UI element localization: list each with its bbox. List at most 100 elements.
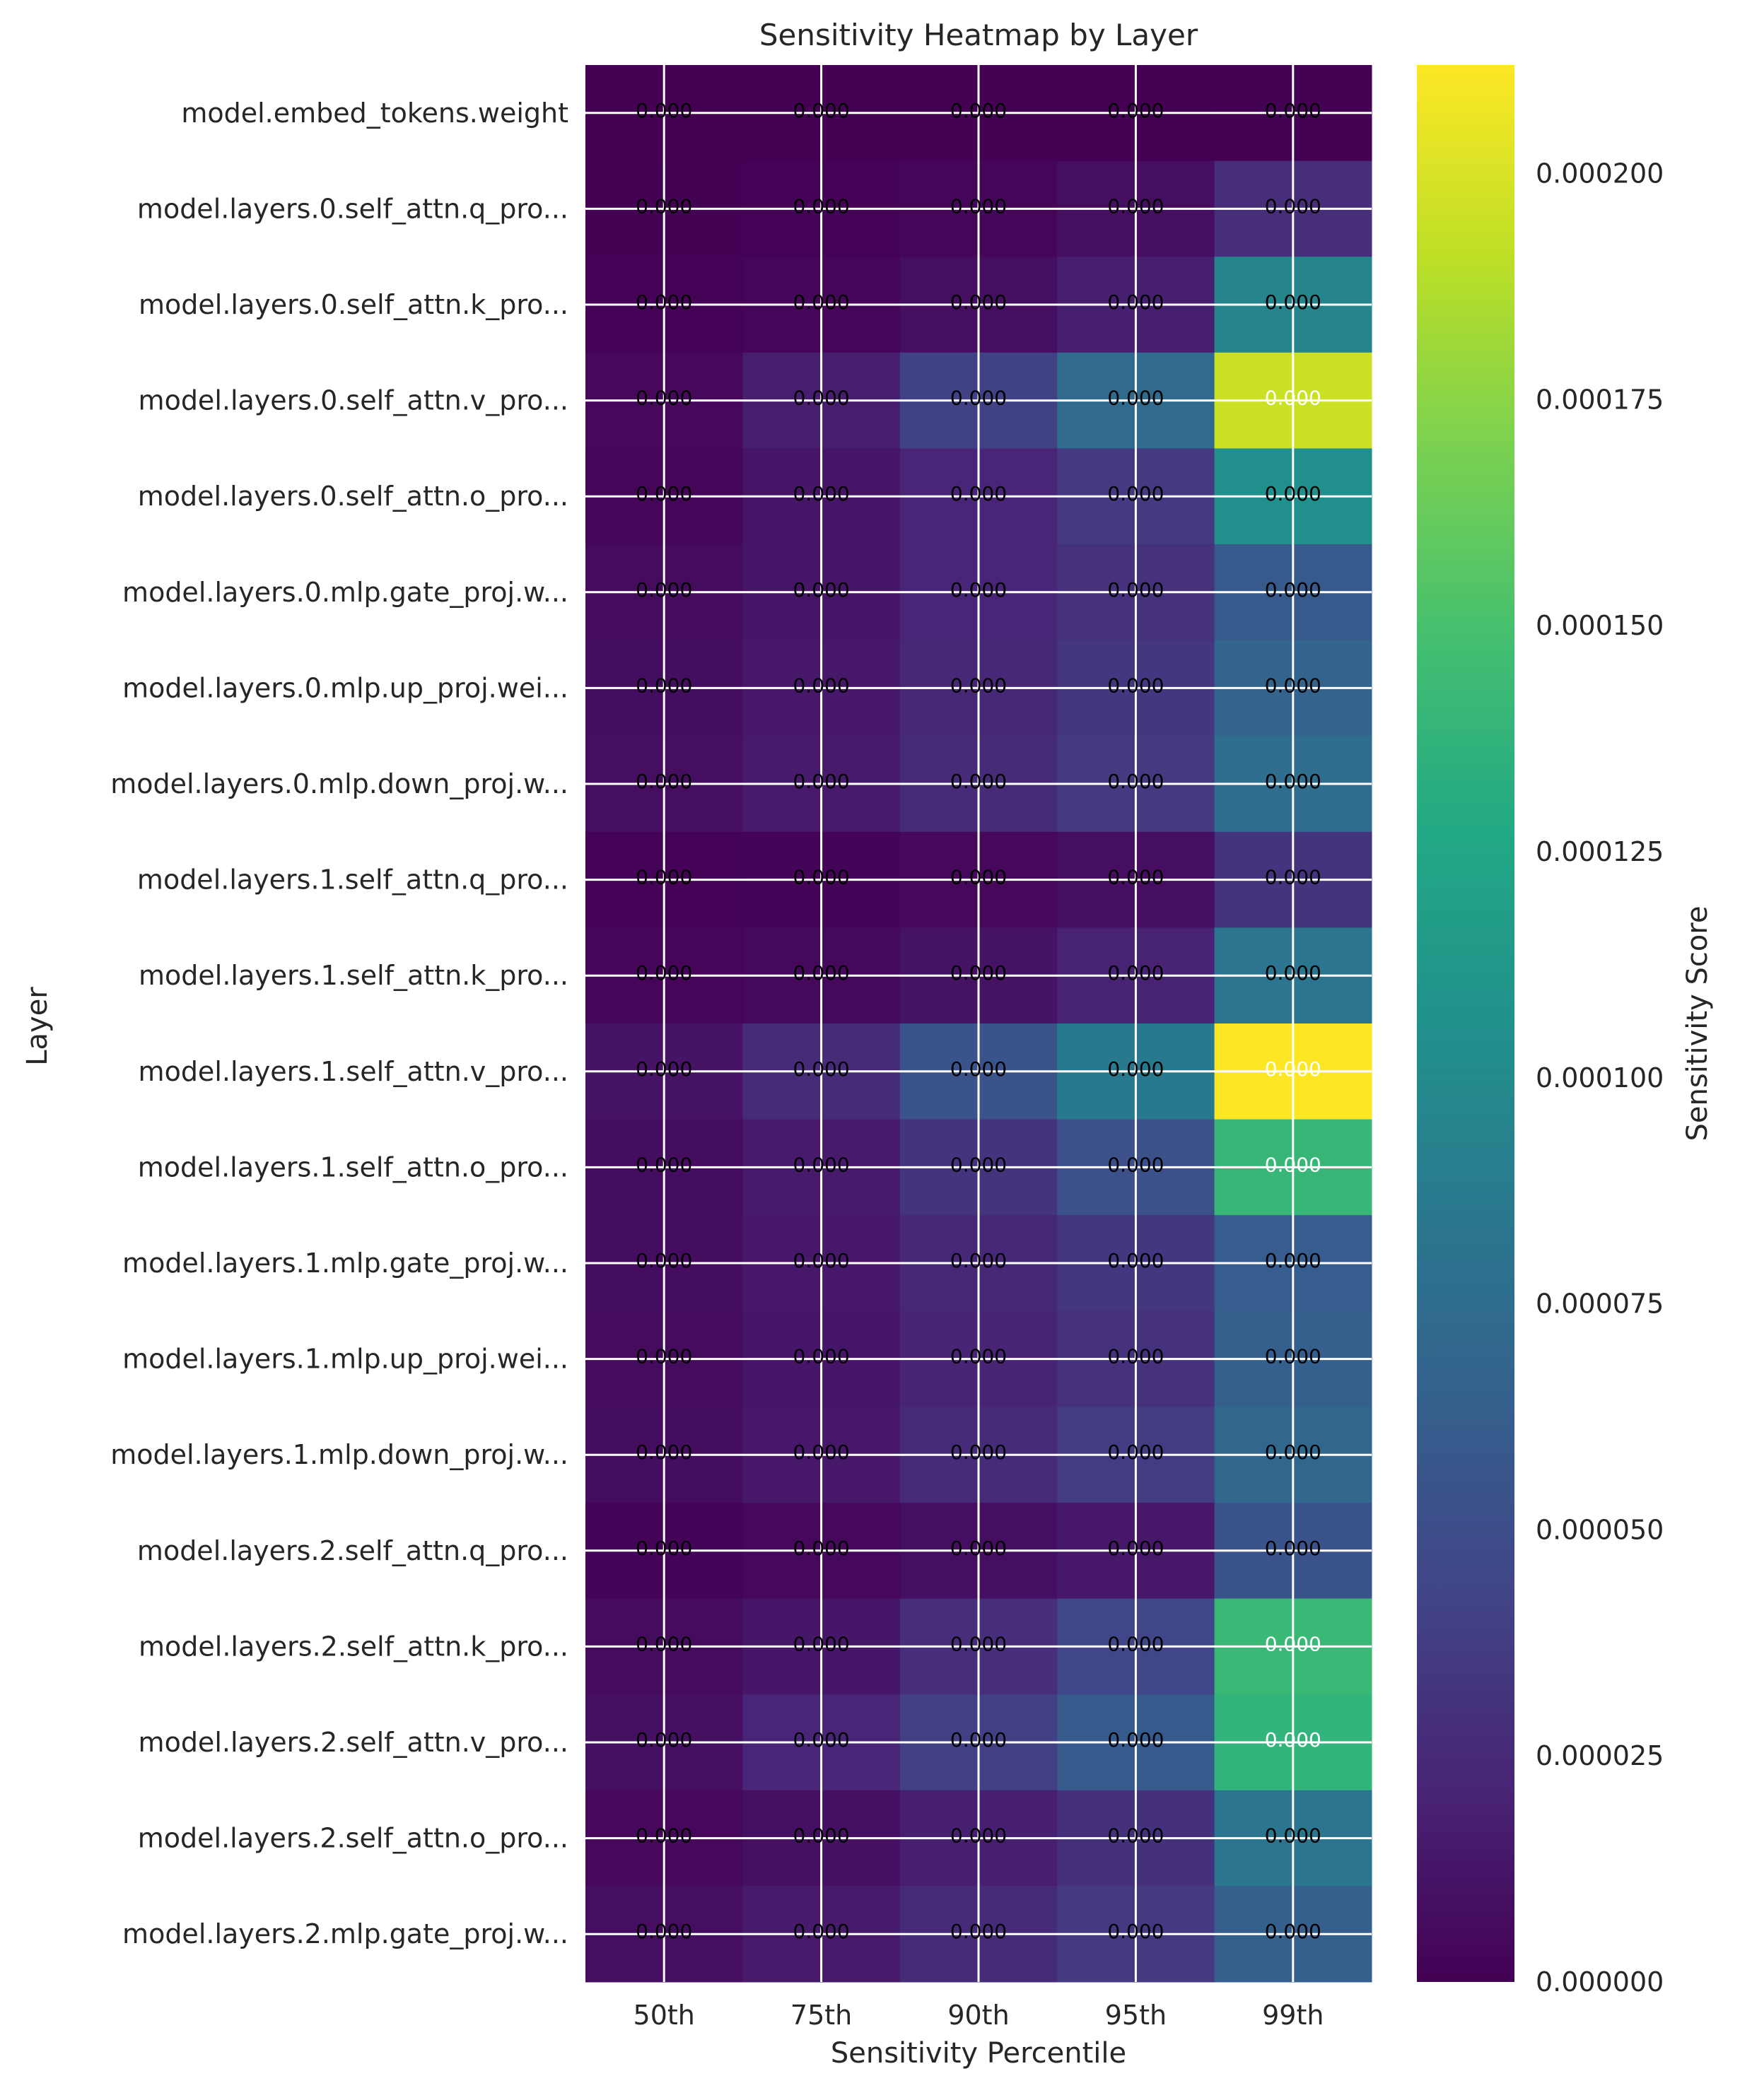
y-tick-label: model.layers.2.self_attn.o_pro... xyxy=(138,1823,568,1854)
cell-value-label: 0.000 xyxy=(950,482,1007,505)
cell-value-label: 0.000 xyxy=(950,674,1007,697)
cell-value-label: 0.000 xyxy=(1107,770,1164,793)
cell-value-label: 0.000 xyxy=(950,1632,1007,1655)
cell-value-label: 0.000 xyxy=(1265,194,1321,218)
cell-value-label: 0.000 xyxy=(1107,1728,1164,1752)
cell-value-label: 0.000 xyxy=(1107,1057,1164,1081)
cell-value-label: 0.000 xyxy=(1265,1920,1321,1943)
cell-value-label: 0.000 xyxy=(950,578,1007,602)
colorbar-label: Sensitivity Score xyxy=(1681,906,1714,1142)
cell-value-label: 0.000 xyxy=(793,674,850,697)
cell-value-label: 0.000 xyxy=(1107,578,1164,602)
cell-value-label: 0.000 xyxy=(950,1153,1007,1176)
cell-value-label: 0.000 xyxy=(636,961,692,985)
cell-value-label: 0.000 xyxy=(793,1345,850,1368)
cell-value-label: 0.000 xyxy=(1107,674,1164,697)
cell-value-label: 0.000 xyxy=(950,1441,1007,1464)
cell-value-label: 0.000 xyxy=(1107,1824,1164,1848)
cell-value-label: 0.000 xyxy=(793,194,850,218)
y-tick-label: model.embed_tokens.weight xyxy=(181,98,568,129)
cell-value-label: 0.000 xyxy=(793,1920,850,1943)
cell-value-label: 0.000 xyxy=(1107,482,1164,505)
y-tick-label: model.layers.0.self_attn.v_pro... xyxy=(139,385,568,416)
cell-value-label: 0.000 xyxy=(1265,1824,1321,1848)
cell-value-label: 0.000 xyxy=(793,291,850,314)
y-axis-label: Layer xyxy=(21,987,54,1066)
colorbar-tick-label: 0.000200 xyxy=(1536,158,1664,189)
cell-value-label: 0.000 xyxy=(1107,1345,1164,1368)
cell-value-label: 0.000 xyxy=(1107,866,1164,889)
colorbar-tick-label: 0.000075 xyxy=(1536,1289,1664,1320)
cell-value-label: 0.000 xyxy=(1265,1441,1321,1464)
x-tick-label: 50th xyxy=(633,2000,695,2031)
colorbar-tick-label: 0.000100 xyxy=(1536,1062,1664,1093)
cell-value-label: 0.000 xyxy=(1107,1441,1164,1464)
x-tick-label: 99th xyxy=(1262,2000,1324,2031)
cell-value-label: 0.000 xyxy=(1265,1153,1321,1176)
cell-value-label: 0.000 xyxy=(1265,291,1321,314)
cell-value-label: 0.000 xyxy=(950,1345,1007,1368)
cell-value-label: 0.000 xyxy=(950,1728,1007,1752)
cell-value-label: 0.000 xyxy=(1265,674,1321,697)
cell-value-label: 0.000 xyxy=(636,674,692,697)
cell-value-label: 0.000 xyxy=(636,1728,692,1752)
cell-value-label: 0.000 xyxy=(950,866,1007,889)
colorbar-tick-label: 0.000025 xyxy=(1536,1740,1664,1771)
cell-value-label: 0.000 xyxy=(636,866,692,889)
cell-value-label: 0.000 xyxy=(1107,1920,1164,1943)
cell-value-label: 0.000 xyxy=(793,578,850,602)
cell-value-label: 0.000 xyxy=(793,1632,850,1655)
cell-value-label: 0.000 xyxy=(1107,387,1164,410)
y-tick-label: model.layers.2.self_attn.q_pro... xyxy=(137,1535,568,1566)
x-axis-label: Sensitivity Percentile xyxy=(831,2037,1126,2070)
cell-value-label: 0.000 xyxy=(793,1249,850,1272)
colorbar-tick-label: 0.000125 xyxy=(1536,836,1664,867)
y-tick-label: model.layers.0.self_attn.q_pro... xyxy=(137,193,568,224)
cell-value-label: 0.000 xyxy=(793,1824,850,1848)
y-tick-label: model.layers.0.mlp.up_proj.wei... xyxy=(122,672,568,703)
cell-value-label: 0.000 xyxy=(793,1537,850,1560)
cell-value-label: 0.000 xyxy=(636,770,692,793)
y-tick-label: model.layers.1.self_attn.v_pro... xyxy=(139,1056,568,1087)
cell-value-label: 0.000 xyxy=(950,1537,1007,1560)
cell-value-label: 0.000 xyxy=(636,482,692,505)
y-tick-label: model.layers.1.self_attn.o_pro... xyxy=(138,1151,568,1183)
y-tick-label: model.layers.2.self_attn.v_pro... xyxy=(139,1727,568,1758)
cell-value-label: 0.000 xyxy=(950,194,1007,218)
cell-value-label: 0.000 xyxy=(793,866,850,889)
cell-value-label: 0.000 xyxy=(793,961,850,985)
colorbar-ticks: 0.000000 0.000025 0.000050 0.000075 0.000100… xyxy=(1536,158,1664,1998)
cell-value-label: 0.000 xyxy=(950,1249,1007,1272)
y-tick-label: model.layers.1.mlp.down_proj.w... xyxy=(110,1439,568,1470)
cell-value-label: 0.000 xyxy=(1265,1728,1321,1752)
x-tick-label: 95th xyxy=(1105,2000,1167,2031)
y-tick-label: model.layers.1.mlp.up_proj.wei... xyxy=(122,1344,568,1375)
cell-value-label: 0.000 xyxy=(950,291,1007,314)
cell-value-label: 0.000 xyxy=(636,291,692,314)
cell-value-label: 0.000 xyxy=(636,99,692,122)
cell-value-label: 0.000 xyxy=(636,1537,692,1560)
cell-value-label: 0.000 xyxy=(636,1441,692,1464)
cell-value-label: 0.000 xyxy=(793,770,850,793)
y-tick-label: model.layers.0.self_attn.o_pro... xyxy=(138,481,568,512)
x-tick-label: 75th xyxy=(790,2000,852,2031)
cell-value-label: 0.000 xyxy=(1107,99,1164,122)
cell-value-label: 0.000 xyxy=(636,1249,692,1272)
cell-value-label: 0.000 xyxy=(950,1824,1007,1848)
cell-value-label: 0.000 xyxy=(793,387,850,410)
cell-value-label: 0.000 xyxy=(1265,99,1321,122)
cell-value-label: 0.000 xyxy=(1265,1345,1321,1368)
y-tick-label: model.layers.0.mlp.down_proj.w... xyxy=(110,768,568,799)
y-tick-label: model.layers.1.self_attn.k_pro... xyxy=(139,960,568,991)
cell-value-label: 0.000 xyxy=(1107,291,1164,314)
x-tick-label: 90th xyxy=(947,2000,1009,2031)
colorbar-tick-label: 0.000150 xyxy=(1536,610,1664,641)
cell-value-label: 0.000 xyxy=(1265,1057,1321,1081)
cell-value-label: 0.000 xyxy=(1107,1249,1164,1272)
colorbar-tick-label: 0.000175 xyxy=(1536,384,1664,415)
cell-value-label: 0.000 xyxy=(793,1057,850,1081)
cell-value-label: 0.000 xyxy=(636,1824,692,1848)
cell-value-label: 0.000 xyxy=(950,99,1007,122)
colorbar xyxy=(1417,65,1514,1982)
